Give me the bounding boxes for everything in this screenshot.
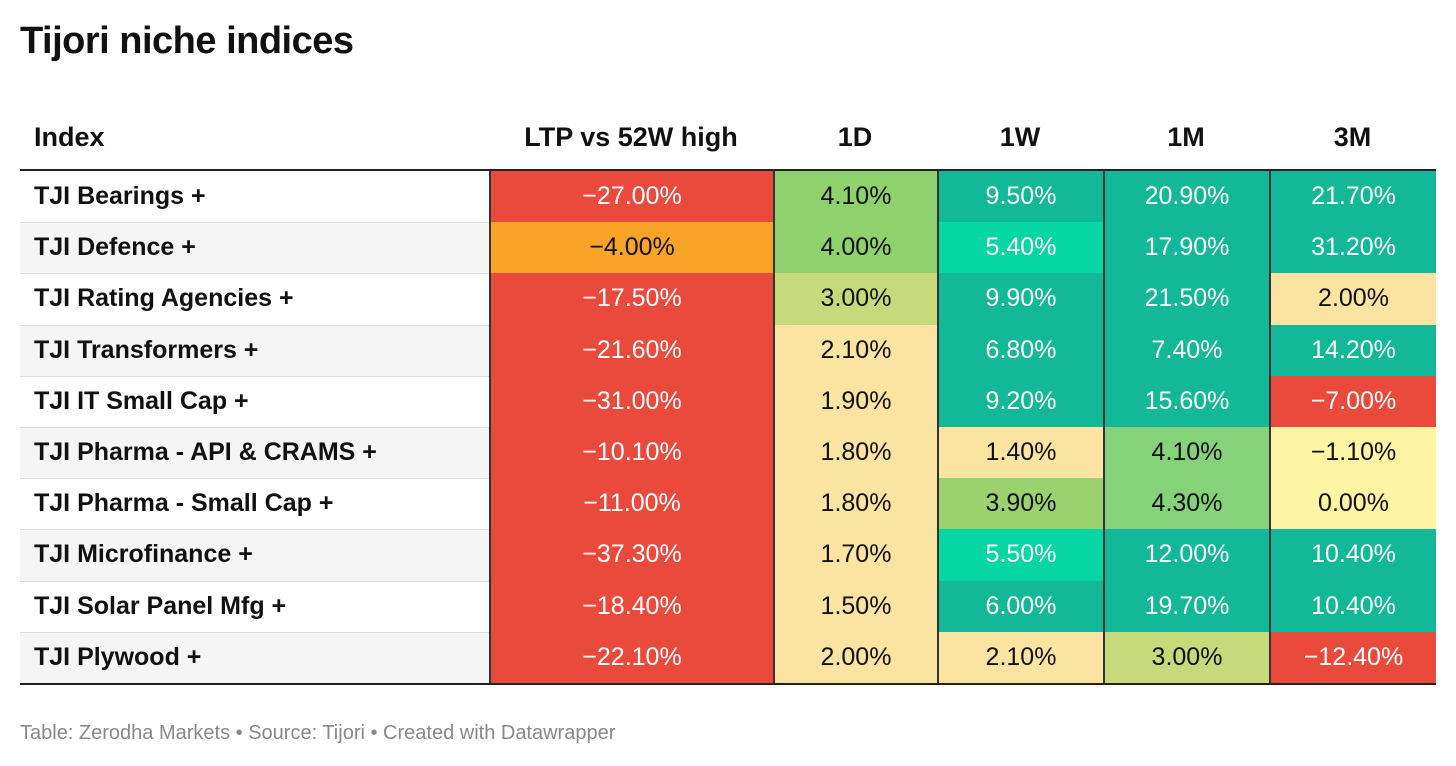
- value-cell: 1.90%: [773, 375, 937, 427]
- value-cell: 9.20%: [937, 375, 1103, 427]
- value-cell: 31.20%: [1269, 222, 1436, 274]
- value-cell: −21.60%: [489, 324, 773, 376]
- header-rule: [20, 169, 1436, 171]
- value-cell: 7.40%: [1103, 324, 1269, 376]
- title: Tijori niche indices: [20, 20, 354, 62]
- value-cell: −22.10%: [489, 631, 773, 683]
- row-rule: [20, 375, 489, 377]
- value-cell: 12.00%: [1103, 529, 1269, 581]
- row-label: TJI Solar Panel Mfg +: [20, 580, 489, 632]
- value-cell: 4.00%: [773, 222, 937, 274]
- value-cell: 1.70%: [773, 529, 937, 581]
- value-cell: −18.40%: [489, 580, 773, 632]
- value-cell: 19.70%: [1103, 580, 1269, 632]
- column-header: 1W: [999, 121, 1041, 152]
- value-cell: −27.00%: [489, 171, 773, 223]
- row-label: TJI Transformers +: [20, 324, 489, 376]
- column-header: LTP vs 52W high: [524, 121, 738, 152]
- value-cell: 5.50%: [937, 529, 1103, 581]
- row-rule: [20, 427, 489, 428]
- value-cell: 2.00%: [1269, 273, 1436, 325]
- value-cell: 3.00%: [773, 273, 937, 325]
- row-label: TJI Bearings +: [20, 171, 489, 223]
- value-cell: 4.10%: [1103, 427, 1269, 479]
- value-cell: 15.60%: [1103, 375, 1269, 427]
- value-cell: 6.80%: [937, 324, 1103, 376]
- value-cell: 1.40%: [937, 427, 1103, 479]
- value-cell: 3.90%: [937, 478, 1103, 530]
- row-label: TJI Microfinance +: [20, 529, 489, 581]
- value-cell: 2.10%: [937, 631, 1103, 683]
- value-cell: 10.40%: [1269, 580, 1436, 632]
- value-cell: −17.50%: [489, 273, 773, 325]
- value-cell: −31.00%: [489, 375, 773, 427]
- row-rule: [20, 273, 489, 275]
- value-cell: 9.90%: [937, 273, 1103, 325]
- row-rule: [20, 580, 489, 582]
- value-cell: −10.10%: [489, 427, 773, 479]
- column-header: 1M: [1167, 121, 1205, 152]
- value-cell: 2.10%: [773, 324, 937, 376]
- row-rule: [20, 631, 489, 633]
- value-cell: 0.00%: [1269, 478, 1436, 530]
- row-label: TJI Pharma - Small Cap +: [20, 478, 489, 530]
- bottom-rule: [20, 683, 1436, 685]
- value-cell: 6.00%: [937, 580, 1103, 632]
- row-label: TJI Rating Agencies +: [20, 273, 489, 325]
- row-rule: [20, 478, 489, 480]
- value-cell: −1.10%: [1269, 427, 1436, 479]
- value-cell: 10.40%: [1269, 529, 1436, 581]
- value-cell: 2.00%: [773, 631, 937, 683]
- value-cell: 9.50%: [937, 171, 1103, 223]
- footer: Table: Zerodha Markets • Source: Tijori …: [20, 722, 616, 744]
- row-label: TJI Pharma - API & CRAMS +: [20, 427, 489, 479]
- value-cell: 1.50%: [773, 580, 937, 632]
- value-cell: −12.40%: [1269, 631, 1436, 683]
- row-label: TJI IT Small Cap +: [20, 375, 489, 427]
- value-cell: 4.10%: [773, 171, 937, 223]
- row-rule: [20, 324, 489, 326]
- value-cell: −37.30%: [489, 529, 773, 581]
- column-header: 1D: [837, 121, 873, 152]
- value-cell: 3.00%: [1103, 631, 1269, 683]
- value-cell: 21.50%: [1103, 273, 1269, 325]
- value-cell: 17.90%: [1103, 222, 1269, 274]
- value-cell: 14.20%: [1269, 324, 1436, 376]
- row-rule: [20, 222, 489, 224]
- row-label: TJI Defence +: [20, 222, 489, 274]
- row-label: TJI Plywood +: [20, 631, 489, 683]
- row-rule: [20, 529, 489, 531]
- value-cell: −11.00%: [489, 478, 773, 530]
- value-cell: 1.80%: [773, 427, 937, 479]
- value-cell: 4.30%: [1103, 478, 1269, 530]
- column-header: 3M: [1333, 121, 1372, 152]
- value-cell: 5.40%: [937, 222, 1103, 274]
- value-cell: −4.00%: [489, 222, 773, 274]
- value-cell: 21.70%: [1269, 171, 1436, 223]
- value-cell: −7.00%: [1269, 375, 1436, 427]
- value-cell: 20.90%: [1103, 171, 1269, 223]
- value-cell: 1.80%: [773, 478, 937, 530]
- column-header: Index: [34, 121, 105, 152]
